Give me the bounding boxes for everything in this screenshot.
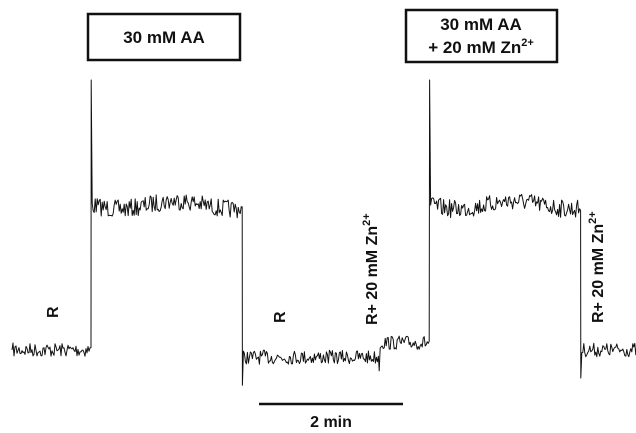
- stimulus-box-aa-zn-line2: + 20 mM Zn2+: [428, 37, 534, 57]
- zn-label-1: R+ 20 mM Zn2+: [361, 213, 381, 325]
- time-scale-label: 2 min: [310, 414, 352, 431]
- stimulus-box-aa-zn: [404, 8, 559, 64]
- recording-trace: [11, 79, 636, 386]
- stimulus-box-aa-label: 30 mM AA: [123, 28, 205, 47]
- stimulus-box-aa-zn-line2-sup: 2+: [521, 37, 534, 49]
- zn-label-2: R+ 20 mM Zn2+: [587, 211, 607, 323]
- stimulus-box-aa-zn-line2-main: + 20 mM Zn: [428, 38, 521, 57]
- zn-label-2-sup: 2+: [587, 211, 599, 224]
- stimulus-box-aa-zn-line1: 30 mM AA: [440, 15, 522, 34]
- zn-label-2-main: R+ 20 mM Zn: [590, 224, 607, 323]
- baseline-label-r2: R: [272, 311, 289, 323]
- zn-label-1-sup: 2+: [361, 213, 373, 226]
- stimulus-box-aa: [86, 12, 242, 62]
- zn-label-1-main: R+ 20 mM Zn: [364, 226, 381, 325]
- baseline-label-r1: R: [45, 306, 62, 318]
